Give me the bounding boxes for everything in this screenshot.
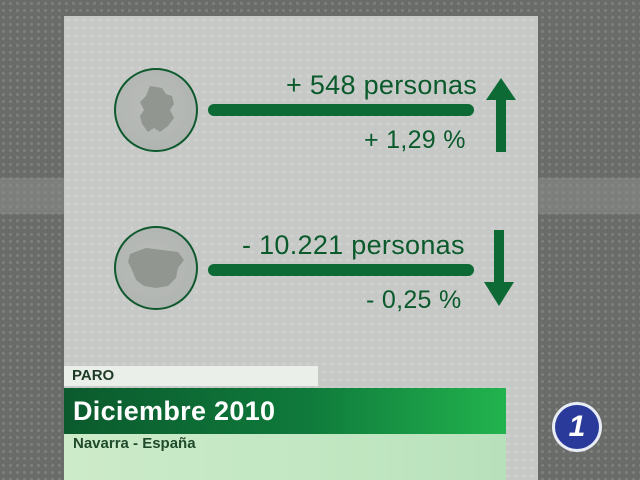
up-arrow-icon (486, 78, 516, 152)
tve1-logo-icon: 1 (550, 400, 604, 454)
lower-third-title: Diciembre 2010 (64, 388, 506, 434)
navarra-map-shape (140, 86, 174, 132)
espana-people-change: - 10.221 personas (242, 230, 465, 260)
spain-map-shape (128, 248, 184, 288)
navarra-map-icon (114, 68, 198, 152)
spain-map-icon (114, 226, 198, 310)
logo-number: 1 (568, 410, 586, 443)
navarra-bar (208, 104, 474, 116)
espana-percent-change: - 0,25 % (366, 286, 462, 314)
espana-bar (208, 264, 474, 276)
lower-third-subtitle: Navarra - España (64, 434, 506, 480)
lower-third-label: PARO (64, 366, 318, 386)
navarra-percent-change: + 1,29 % (364, 126, 466, 154)
navarra-people-change: + 548 personas (286, 70, 478, 100)
down-arrow-icon (484, 230, 514, 306)
